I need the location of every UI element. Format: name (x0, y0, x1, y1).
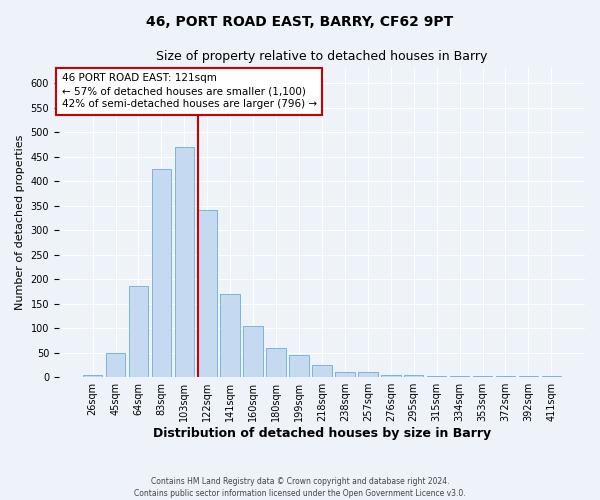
Bar (358, 372, 377, 377)
Bar (106, 352, 125, 377)
Bar (220, 294, 240, 377)
Text: 46, PORT ROAD EAST, BARRY, CF62 9PT: 46, PORT ROAD EAST, BARRY, CF62 9PT (146, 15, 454, 29)
Y-axis label: Number of detached properties: Number of detached properties (15, 135, 25, 310)
Bar (496, 376, 515, 377)
Bar (518, 376, 538, 377)
Bar (152, 169, 171, 377)
Bar (404, 375, 424, 377)
Title: Size of property relative to detached houses in Barry: Size of property relative to detached ho… (156, 50, 488, 63)
Bar (175, 146, 194, 377)
Bar (312, 365, 332, 377)
Bar (450, 376, 469, 377)
Bar (244, 326, 263, 377)
Bar (128, 286, 148, 377)
Bar (335, 372, 355, 377)
Bar (542, 376, 561, 377)
Bar (266, 348, 286, 377)
Text: Contains HM Land Registry data © Crown copyright and database right 2024.
Contai: Contains HM Land Registry data © Crown c… (134, 476, 466, 498)
Text: 46 PORT ROAD EAST: 121sqm
← 57% of detached houses are smaller (1,100)
42% of se: 46 PORT ROAD EAST: 121sqm ← 57% of detac… (62, 73, 317, 110)
Bar (473, 376, 492, 377)
Bar (427, 376, 446, 377)
Bar (83, 374, 103, 377)
Bar (197, 210, 217, 377)
Bar (289, 355, 309, 377)
Bar (381, 374, 401, 377)
X-axis label: Distribution of detached houses by size in Barry: Distribution of detached houses by size … (153, 427, 491, 440)
